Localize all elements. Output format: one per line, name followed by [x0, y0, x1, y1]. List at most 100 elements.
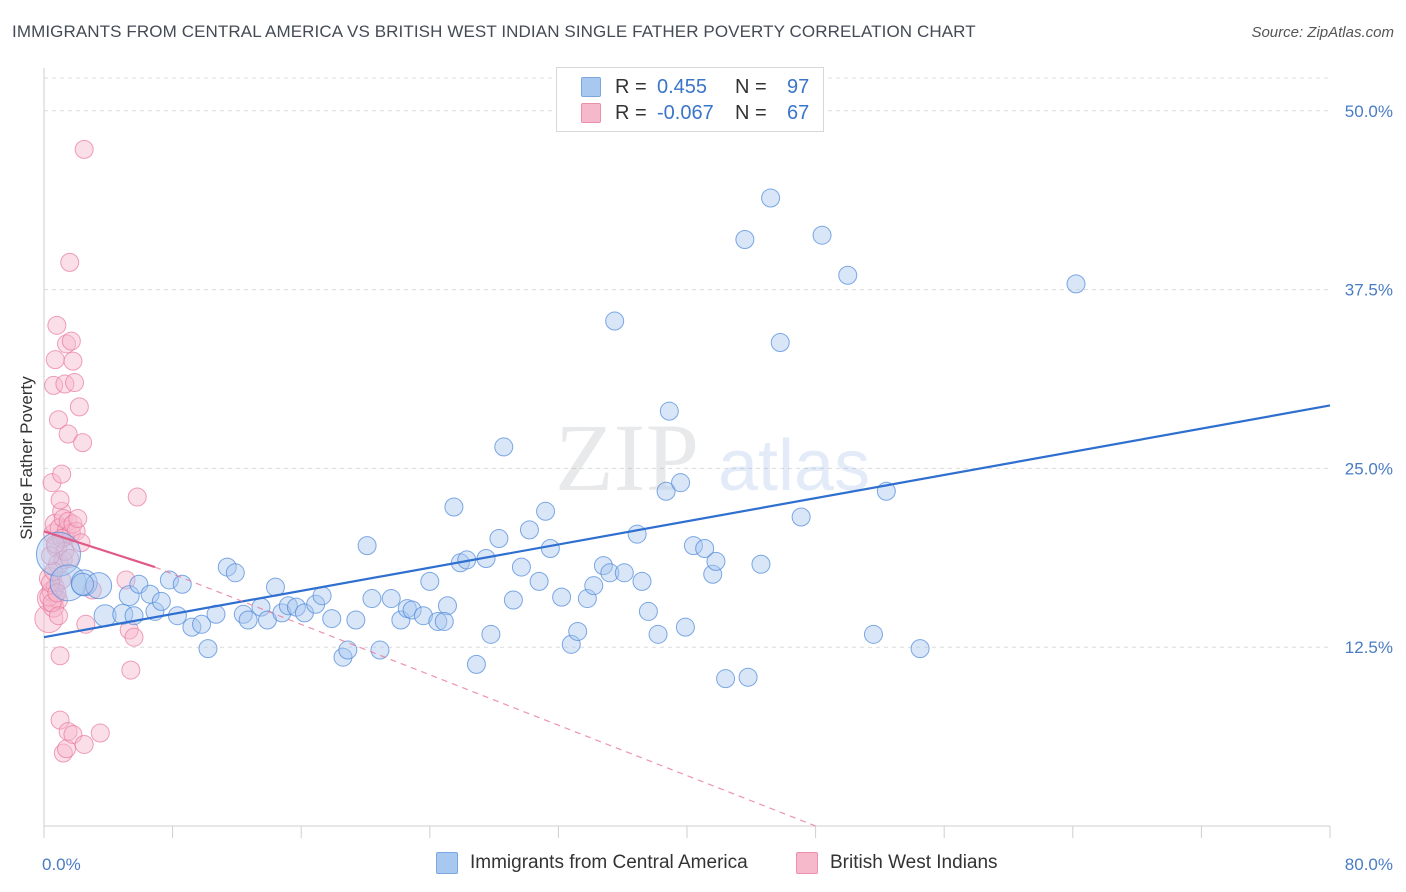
data-point-central-america — [706, 551, 726, 571]
data-point-british-west-indians — [50, 490, 70, 510]
data-point-central-america — [238, 610, 258, 630]
data-point-british-west-indians — [58, 424, 78, 444]
data-point-central-america — [656, 481, 676, 501]
data-point-central-america — [494, 437, 514, 457]
data-point-central-america — [695, 538, 715, 558]
data-point-central-america — [568, 621, 588, 641]
legend-swatch-pink — [581, 103, 601, 123]
data-point-central-america — [770, 332, 790, 352]
data-point-central-america — [751, 554, 771, 574]
data-point-central-america — [511, 557, 531, 577]
data-point-british-west-indians — [116, 570, 136, 590]
series-legend-label: British West Indians — [830, 852, 998, 873]
data-point-central-america — [466, 654, 486, 674]
data-point-british-west-indians — [40, 546, 60, 566]
data-point-central-america — [428, 611, 448, 631]
y-tick-label: 12.5% — [1345, 638, 1393, 657]
data-point-british-west-indians — [60, 252, 80, 272]
data-point-central-america — [381, 589, 401, 609]
data-point-central-america — [812, 225, 832, 245]
data-point-central-america — [434, 611, 454, 631]
data-point-central-america — [225, 563, 245, 583]
data-point-british-west-indians — [61, 331, 81, 351]
data-point-central-america — [584, 576, 604, 596]
data-point-central-america — [838, 265, 858, 285]
data-point-central-america — [683, 536, 703, 556]
y-tick-label: 25.0% — [1345, 459, 1393, 478]
data-point-central-america — [198, 639, 218, 659]
chart-source: Source: ZipAtlas.com — [1251, 24, 1394, 41]
british-west-indians-points — [34, 139, 147, 763]
legend-r-value: 0.455 — [657, 75, 708, 98]
series-swatch-blue — [436, 852, 458, 874]
data-point-british-west-indians — [48, 606, 68, 626]
data-point-central-america — [627, 524, 647, 544]
data-point-british-west-indians — [47, 583, 67, 603]
data-point-central-america — [413, 606, 433, 626]
data-point-central-america — [71, 572, 95, 596]
data-point-central-america — [910, 639, 930, 659]
trend-line-central-america — [43, 404, 1331, 639]
data-point-central-america — [593, 556, 613, 576]
data-point-central-america — [370, 640, 390, 660]
data-point-british-west-indians — [52, 464, 72, 484]
legend-r-label: R = — [615, 75, 647, 98]
data-point-central-america — [540, 538, 560, 558]
data-point-central-america — [489, 528, 509, 548]
central-america-points — [35, 188, 1086, 689]
data-point-central-america — [444, 497, 464, 517]
data-point-central-america — [118, 585, 140, 607]
data-point-british-west-indians — [127, 487, 147, 507]
data-point-british-west-indians — [65, 373, 85, 393]
data-point-british-west-indians — [74, 139, 94, 159]
data-point-central-america — [675, 617, 695, 637]
data-point-central-america — [1066, 274, 1086, 294]
data-point-british-west-indians — [47, 315, 67, 335]
legend-row-blue: R = 0.455 N = 97 — [581, 75, 809, 99]
data-point-central-america — [605, 311, 625, 331]
legend-r-value: -0.067 — [657, 101, 714, 124]
data-point-central-america — [346, 610, 366, 630]
data-point-british-west-indians — [68, 508, 88, 528]
data-point-british-west-indians — [69, 397, 89, 417]
y-tick-label: 50.0% — [1345, 102, 1393, 121]
data-point-central-america — [632, 571, 652, 591]
data-point-central-america — [437, 596, 457, 616]
legend-r-label: R = — [615, 101, 647, 124]
data-point-british-west-indians — [48, 410, 68, 430]
axes — [43, 68, 1331, 838]
data-point-central-america — [357, 536, 377, 556]
data-point-central-america — [278, 596, 298, 616]
data-point-central-america — [791, 507, 811, 527]
data-point-british-west-indians — [34, 604, 64, 634]
watermark: ZIP atlas — [555, 404, 870, 511]
chart-title: IMMIGRANTS FROM CENTRAL AMERICA VS BRITI… — [12, 22, 976, 41]
grid-lines — [44, 77, 1330, 648]
trend-line-british-west-indians — [43, 530, 156, 569]
data-point-central-america — [172, 574, 192, 594]
data-point-central-america — [529, 571, 549, 591]
data-point-british-west-indians — [50, 646, 70, 666]
data-point-central-america — [638, 601, 658, 621]
trend-lines — [43, 404, 1331, 827]
y-tick-label: 37.5% — [1345, 281, 1393, 300]
data-point-british-west-indians — [50, 710, 70, 730]
data-point-central-america — [481, 624, 501, 644]
data-point-central-america — [536, 501, 556, 521]
data-point-central-america — [519, 520, 539, 540]
data-point-central-america — [761, 188, 781, 208]
legend-n-value: 67 — [787, 101, 810, 124]
legend-swatch-blue — [581, 77, 601, 97]
data-point-central-america — [159, 570, 179, 590]
data-point-central-america — [716, 669, 736, 689]
data-point-central-america — [192, 614, 212, 634]
data-point-central-america — [167, 606, 187, 626]
watermark-zip: ZIP — [555, 404, 699, 511]
data-point-central-america — [312, 586, 332, 606]
data-point-central-america — [503, 590, 523, 610]
data-point-central-america — [735, 230, 755, 250]
series-legend-item-central-america: Immigrants from Central America — [436, 852, 748, 874]
data-point-central-america — [420, 571, 440, 591]
data-point-british-west-indians — [121, 660, 141, 680]
